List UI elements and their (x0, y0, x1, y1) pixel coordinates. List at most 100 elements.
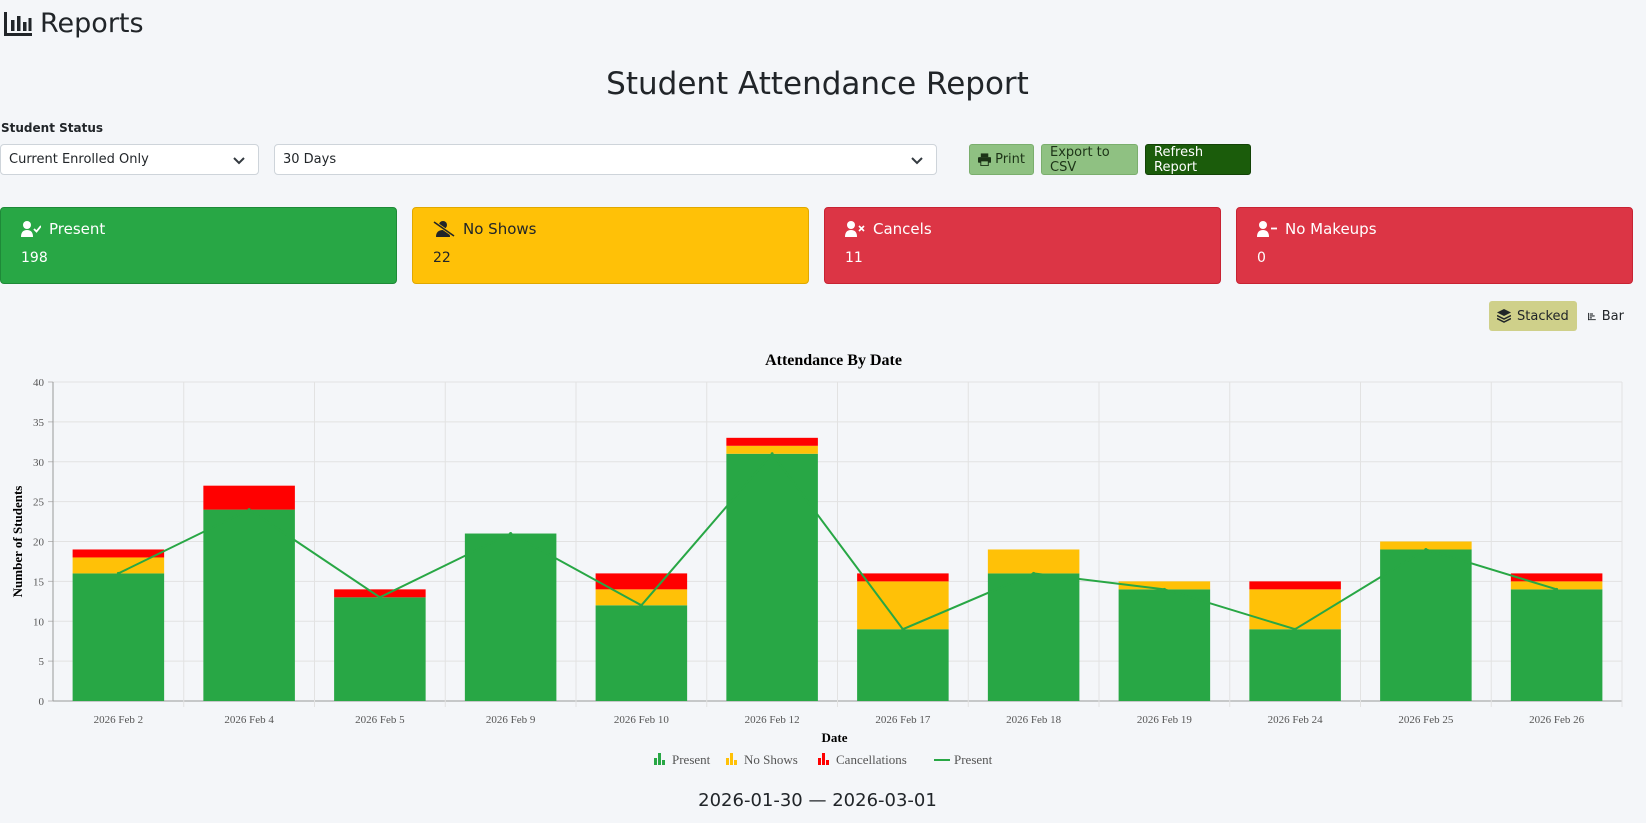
legend-swatch (726, 758, 729, 765)
chart-bar-icon (4, 11, 32, 36)
export-csv-button[interactable]: Export to CSV (1041, 144, 1138, 175)
legend-swatch (730, 753, 733, 765)
student-status-select[interactable]: Current Enrolled Only (0, 144, 259, 175)
x-tick-label: 2026 Feb 17 (875, 714, 931, 726)
x-tick-label: 2026 Feb 18 (1006, 714, 1062, 726)
x-tick-label: 2026 Feb 10 (614, 714, 670, 726)
no-shows-value: 22 (433, 250, 451, 266)
y-tick-label: 25 (33, 497, 45, 509)
line-point (1555, 587, 1559, 591)
present-label: Present (49, 220, 106, 238)
bar-cancellations (203, 485, 295, 510)
no-shows-label: No Shows (463, 220, 537, 238)
legend-swatch (662, 760, 665, 765)
legend-label: Cancellations (836, 752, 907, 767)
stacked-label: Stacked (1517, 308, 1569, 324)
bar-no-shows (1118, 581, 1211, 590)
line-point (901, 627, 905, 631)
y-tick-label: 0 (39, 696, 45, 708)
present-card: Present 198 (0, 207, 397, 284)
chart-title: Attendance By Date (765, 352, 902, 369)
line-point (509, 532, 513, 536)
chevron-down-icon (233, 157, 245, 165)
y-tick-label: 40 (33, 377, 45, 389)
no-shows-card: No Shows 22 (412, 207, 809, 284)
bar-cancellations (334, 589, 426, 598)
student-status-label: Student Status (1, 121, 104, 135)
x-tick-label: 2026 Feb 12 (745, 714, 800, 726)
y-axis-label: Number of Students (10, 486, 25, 598)
bar-cancellations (1249, 581, 1341, 590)
bar-present (1380, 549, 1472, 701)
bar-no-shows (72, 557, 165, 574)
legend-swatch (826, 760, 829, 765)
line-point (1162, 587, 1166, 591)
bar-no-shows (1249, 589, 1341, 630)
bar-cancellations (726, 437, 818, 446)
bar-cancellations (857, 573, 949, 582)
bar-present (987, 573, 1080, 701)
bar-cancellations (1510, 573, 1603, 582)
cancels-label: Cancels (873, 220, 932, 238)
page-title: Reports (40, 8, 144, 39)
legend-label: No Shows (744, 752, 798, 767)
y-tick-label: 10 (33, 616, 45, 628)
legend-swatch (734, 760, 737, 765)
printer-icon (978, 153, 992, 166)
line-point (1293, 627, 1297, 631)
bar-present (1249, 629, 1341, 701)
legend-swatch (822, 753, 825, 765)
attendance-chart: Attendance By Date 0 5 10 15 20 25 30 35 40 2026 F… (10, 352, 1623, 767)
bar-no-shows (987, 549, 1080, 574)
x-tick-label: 2026 Feb 2 (94, 714, 144, 726)
x-tick-label: 2026 Feb 26 (1529, 714, 1585, 726)
bar-no-shows (1380, 541, 1472, 550)
legend-swatch (658, 753, 661, 765)
line-point (116, 571, 120, 575)
date-range-text: 2026-01-30 — 2026-03-01 (698, 790, 937, 811)
date-range-value: 30 Days (283, 152, 337, 167)
legend-swatch (654, 758, 657, 765)
line-point (247, 508, 251, 512)
page-header: Reports (4, 8, 144, 39)
bar-label: Bar (1601, 308, 1624, 324)
chevron-down-icon (911, 157, 923, 165)
bar-present (203, 509, 295, 701)
x-tick-label: 2026 Feb 24 (1268, 714, 1324, 726)
report-title: Student Attendance Report (606, 66, 1029, 102)
bar-present (595, 605, 688, 701)
y-tick-label: 15 (33, 576, 45, 588)
line-point (1032, 571, 1036, 575)
cancels-value: 11 (845, 250, 863, 266)
no-makeups-card: No Makeups 0 (1236, 207, 1633, 284)
y-tick-label: 5 (39, 656, 45, 668)
y-tick-label: 20 (33, 537, 45, 549)
print-button[interactable]: Print (969, 144, 1034, 175)
user-slash-icon (433, 221, 455, 237)
date-range-select[interactable]: 30 Days (274, 144, 937, 175)
bar-present (1118, 589, 1211, 701)
bar-present (72, 573, 165, 701)
legend-label: Present (954, 752, 993, 767)
bar-present (464, 533, 557, 701)
y-tick-label: 30 (33, 457, 45, 469)
legend-label: Present (672, 752, 711, 767)
line-present (117, 452, 1557, 631)
bar-no-shows (595, 589, 688, 606)
user-minus-icon (1257, 221, 1277, 237)
x-tick-label: 2026 Feb 19 (1137, 714, 1193, 726)
refresh-report-button[interactable]: Refresh Report (1145, 144, 1251, 175)
print-label: Print (995, 152, 1025, 167)
stacked-toggle-button[interactable]: Stacked (1489, 301, 1577, 331)
bar-chart-icon (1588, 312, 1596, 320)
y-tick-label: 35 (33, 417, 45, 429)
x-axis-label: Date (822, 730, 848, 745)
line-point (639, 603, 643, 607)
bar-toggle-button[interactable]: Bar (1580, 301, 1632, 331)
line-point (1424, 547, 1428, 551)
x-tick-label: 2026 Feb 25 (1398, 714, 1454, 726)
student-status-value: Current Enrolled Only (9, 152, 149, 167)
bar-no-shows (857, 581, 949, 630)
user-check-icon (21, 221, 41, 237)
x-tick-label: 2026 Feb 4 (224, 714, 274, 726)
